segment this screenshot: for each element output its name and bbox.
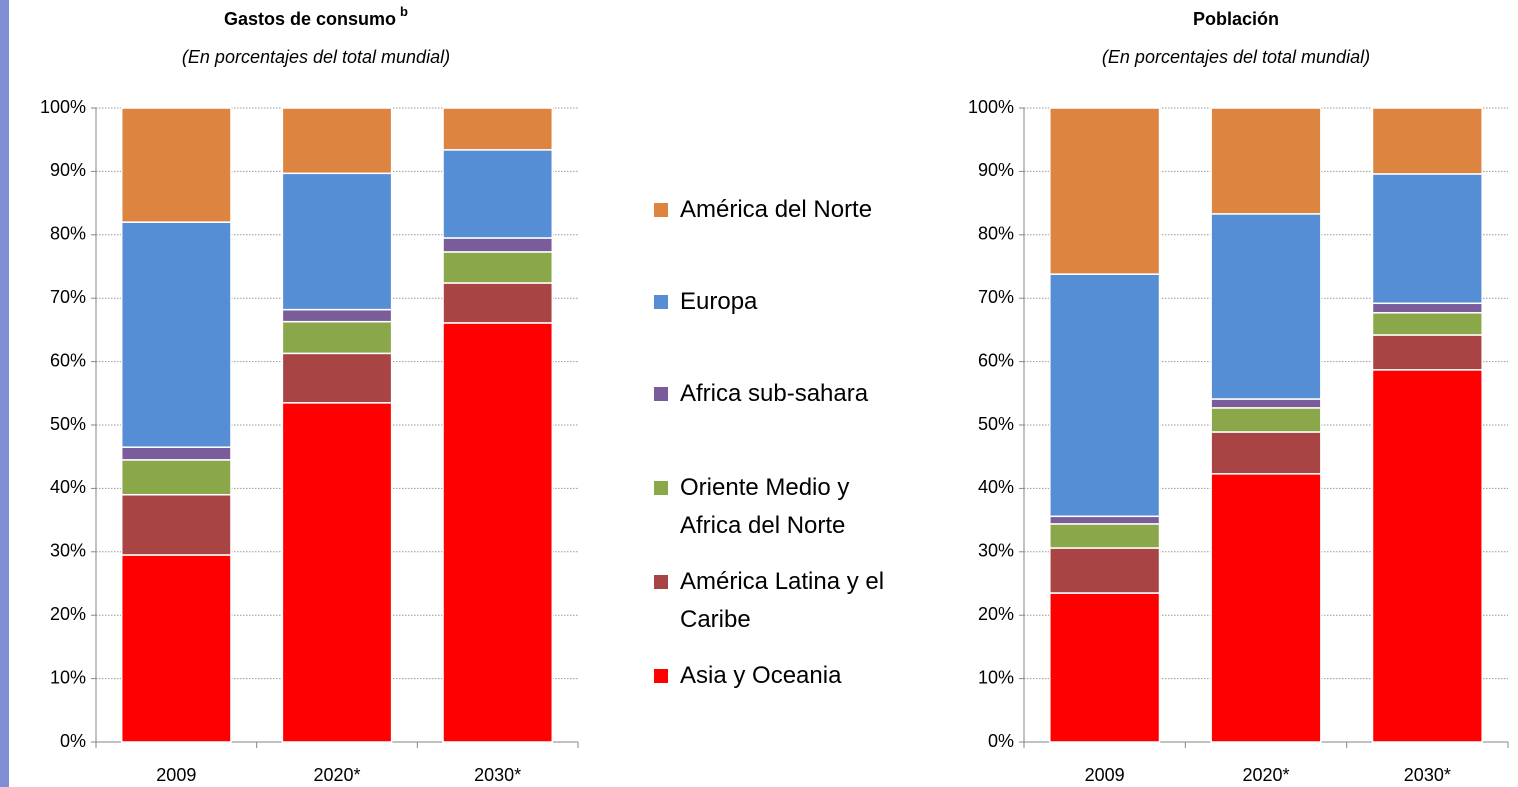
x-tick-label: 2030* <box>474 765 521 785</box>
x-tick-label: 2009 <box>1085 765 1125 785</box>
legend-item: Asia y Oceania <box>654 657 914 695</box>
y-tick-label: 60% <box>978 350 1014 370</box>
x-tick-label: 2020* <box>1242 765 1289 785</box>
bar-segment <box>1210 213 1322 400</box>
x-tick-label: 2020* <box>313 765 360 785</box>
legend-swatch <box>654 295 668 309</box>
bar-segment <box>1049 523 1161 549</box>
bar-segment <box>120 221 232 448</box>
y-tick-label: 40% <box>50 477 86 497</box>
chart-subtitle: (En porcentajes del total mundial) <box>1102 47 1370 67</box>
bar-segment <box>1371 369 1483 743</box>
legend-item: Africa sub-sahara <box>654 375 914 413</box>
bar-segment <box>120 446 232 461</box>
bar-segment <box>442 107 554 151</box>
bar-segment <box>1049 273 1161 518</box>
legend-swatch <box>654 669 668 683</box>
legend-item: Europa <box>654 283 914 321</box>
bar-segment <box>1210 431 1322 475</box>
bar-segment <box>120 493 232 556</box>
chart-subtitle: (En porcentajes del total mundial) <box>182 47 450 67</box>
y-tick-label: 30% <box>978 541 1014 561</box>
bar-segment <box>1371 312 1483 336</box>
chart-title-text: Población <box>1193 9 1279 29</box>
bar-segment <box>1049 107 1161 275</box>
bar-segment <box>1049 592 1161 743</box>
y-tick-label: 20% <box>50 604 86 624</box>
y-tick-label: 10% <box>50 667 86 687</box>
y-tick-label: 80% <box>978 224 1014 244</box>
bar-segment <box>281 107 393 175</box>
legend-label: Asia y Oceania <box>680 662 842 689</box>
bar-segment <box>1049 547 1161 594</box>
legend-label: Africa sub-sahara <box>680 380 869 407</box>
legend-swatch <box>654 387 668 401</box>
y-tick-label: 90% <box>978 160 1014 180</box>
legend-label: Oriente Medio y Africa del Norte <box>680 474 850 539</box>
bar-segment <box>442 322 554 743</box>
legend-label: América del Norte <box>680 196 873 223</box>
bar-segment <box>281 320 393 355</box>
chart-title: Población <box>1193 9 1279 29</box>
legend-item: América del Norte <box>654 191 914 229</box>
y-tick-label: 10% <box>978 667 1014 687</box>
y-tick-label: 0% <box>988 731 1014 751</box>
legend-label: Europa <box>680 288 758 315</box>
y-tick-label: 100% <box>40 97 86 117</box>
bar-segment <box>120 107 232 223</box>
bar-segment <box>120 459 232 496</box>
legend-item: Oriente Medio y Africa del Norte <box>654 469 914 545</box>
bar-segment <box>1049 515 1161 525</box>
y-tick-label: 20% <box>978 604 1014 624</box>
bar-segment <box>1210 398 1322 409</box>
x-tick-label: 2030* <box>1404 765 1451 785</box>
bar-segment <box>1210 473 1322 743</box>
y-tick-label: 90% <box>50 160 86 180</box>
bar-segment <box>1210 407 1322 433</box>
bar-segment <box>120 554 232 743</box>
legend-swatch <box>654 203 668 217</box>
y-tick-label: 70% <box>50 287 86 307</box>
bar-segment <box>1371 302 1483 314</box>
y-tick-label: 50% <box>978 414 1014 434</box>
y-tick-label: 50% <box>50 414 86 434</box>
y-tick-label: 30% <box>50 541 86 561</box>
bar-segment <box>442 149 554 239</box>
bar-segment <box>1210 107 1322 215</box>
bar-segment <box>1371 107 1483 175</box>
bar-segment <box>281 352 393 404</box>
chart-title: Gastos de consumo b <box>224 4 408 28</box>
title-note: b <box>400 4 408 19</box>
y-tick-label: 40% <box>978 477 1014 497</box>
legend-item: América Latina y el Caribe <box>654 563 914 639</box>
y-tick-label: 100% <box>968 97 1014 117</box>
y-tick-label: 80% <box>50 224 86 244</box>
bar-segment <box>442 237 554 253</box>
y-tick-label: 70% <box>978 287 1014 307</box>
bar-segment <box>1371 173 1483 305</box>
x-tick-label: 2009 <box>156 765 196 785</box>
legend-swatch <box>654 575 668 589</box>
bar-segment <box>442 282 554 324</box>
y-tick-label: 60% <box>50 350 86 370</box>
chart-title-text: Gastos de consumo <box>224 9 396 29</box>
legend-swatch <box>654 481 668 495</box>
side-strip <box>0 0 9 787</box>
bar-segment <box>281 402 393 743</box>
legend-label: América Latina y el Caribe <box>680 568 885 633</box>
bar-segment <box>442 251 554 284</box>
bar-segment <box>1371 334 1483 371</box>
bar-segment <box>281 172 393 311</box>
y-tick-label: 0% <box>60 731 86 751</box>
bar-segment <box>281 308 393 323</box>
